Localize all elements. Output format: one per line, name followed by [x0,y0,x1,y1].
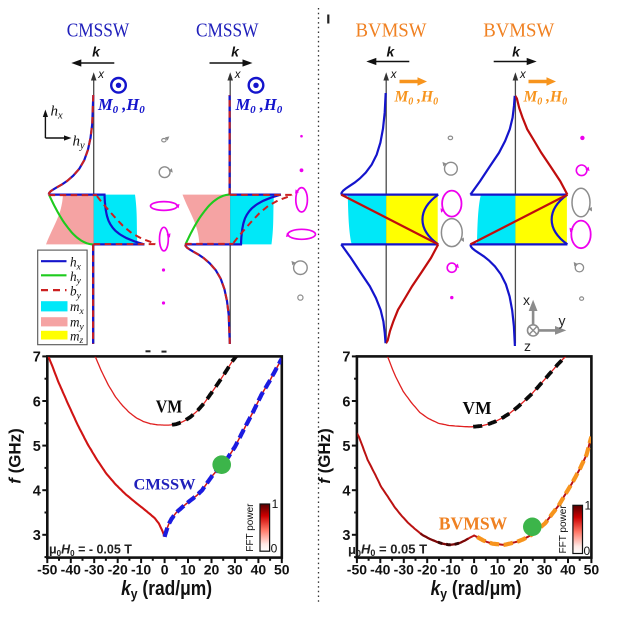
svg-text:30: 30 [227,562,243,578]
svg-text:20: 20 [204,562,220,578]
svg-text:BVMSW: BVMSW [483,21,555,42]
svg-text:x: x [390,69,398,81]
svg-text:f (GHz): f (GHz) [315,428,334,484]
svg-text:6: 6 [342,394,350,410]
svg-text:y: y [559,313,566,329]
svg-text:x: x [519,69,527,81]
svg-text:CMSSW: CMSSW [67,21,130,42]
svg-text:by: by [70,284,82,302]
svg-text:-30: -30 [394,562,414,578]
svg-text:x: x [523,292,530,308]
svg-text:-40: -40 [370,562,390,578]
svg-text:CMSSW: CMSSW [196,21,259,42]
svg-text:40: 40 [560,562,576,578]
svg-text:-40: -40 [61,562,81,578]
svg-text:5: 5 [342,439,350,455]
svg-text:7: 7 [342,350,350,366]
svg-text:M0 ,H0: M0 ,H0 [235,95,283,116]
svg-text:FFT power: FFT power [558,505,569,554]
svg-text:z: z [524,338,531,354]
svg-text:50: 50 [274,562,290,578]
svg-text:k: k [231,44,240,60]
svg-text:6: 6 [33,394,41,410]
svg-text:-20: -20 [417,562,437,578]
svg-text:-30: -30 [84,562,104,578]
svg-text:30: 30 [537,562,553,578]
svg-text:0: 0 [161,562,169,578]
svg-text:μ0H0 = - 0.05 T: μ0H0 = - 0.05 T [49,542,132,558]
svg-text:50: 50 [584,562,600,578]
svg-text:VM: VM [156,397,183,417]
svg-text:BVMSW: BVMSW [439,514,508,534]
svg-text:0: 0 [584,544,591,558]
svg-text:-20: -20 [108,562,128,578]
svg-text:-10: -10 [441,562,461,578]
svg-text:7: 7 [33,350,41,366]
svg-text:4: 4 [33,484,41,500]
svg-text:1: 1 [585,498,592,512]
svg-text:k: k [387,44,396,60]
svg-text:FFT power: FFT power [245,503,256,552]
svg-text:-50: -50 [347,562,367,578]
svg-text:10: 10 [490,562,506,578]
svg-text:hx: hx [70,255,82,273]
svg-text:M0 ,H0: M0 ,H0 [523,89,568,108]
svg-text:0: 0 [470,562,478,578]
svg-text:ky (rad/μm): ky (rad/μm) [431,578,522,602]
svg-text:hy: hy [70,269,82,287]
svg-text:0: 0 [271,542,278,556]
svg-text:VM: VM [463,398,492,418]
svg-text:f (GHz): f (GHz) [6,428,25,484]
svg-text:CMSSW: CMSSW [134,477,196,494]
svg-text:M0 ,H0: M0 ,H0 [97,95,145,116]
svg-text:3: 3 [342,528,350,544]
svg-text:BVMSW: BVMSW [356,21,428,42]
svg-text:-10: -10 [131,562,151,578]
svg-text:ky (rad/μm): ky (rad/μm) [121,578,212,602]
svg-text:5: 5 [33,439,41,455]
svg-text:k: k [92,44,101,60]
svg-text:20: 20 [513,562,529,578]
svg-text:40: 40 [251,562,267,578]
svg-text:x: x [234,69,242,81]
svg-text:1: 1 [272,497,279,511]
svg-text:-50: -50 [37,562,57,578]
svg-text:10: 10 [180,562,196,578]
svg-text:μ0H0 = 0.05 T: μ0H0 = 0.05 T [348,542,427,559]
svg-text:x: x [97,69,105,81]
svg-text:k: k [512,44,521,60]
svg-text:4: 4 [342,484,350,500]
svg-text:M0 ,H0: M0 ,H0 [394,89,439,108]
svg-text:3: 3 [33,528,41,544]
